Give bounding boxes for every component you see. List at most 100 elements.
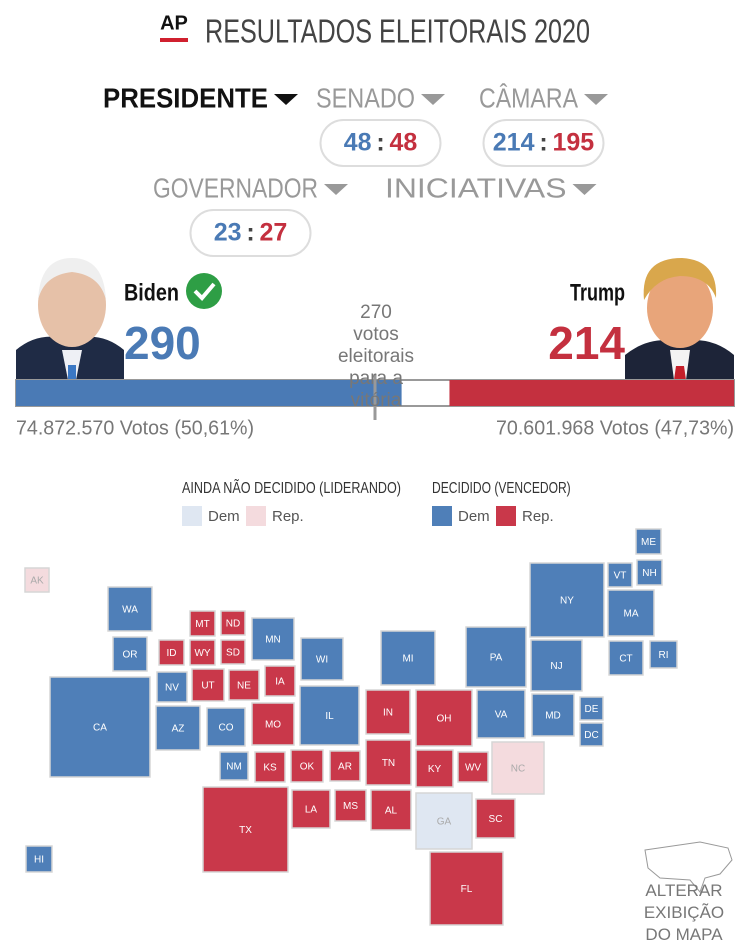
state-tile[interactable] — [219, 751, 249, 781]
state-tile[interactable] — [529, 562, 605, 638]
state-label: UT — [201, 681, 214, 692]
state-tile[interactable] — [415, 749, 454, 788]
state-label: MT — [195, 619, 209, 630]
state-tile[interactable] — [608, 640, 644, 676]
state-tile[interactable] — [415, 689, 473, 747]
state-tile[interactable] — [206, 707, 246, 747]
state-tile[interactable] — [530, 639, 583, 692]
legend-swatch — [246, 506, 266, 526]
state-tile[interactable] — [228, 669, 260, 701]
state-tile[interactable] — [290, 749, 324, 783]
separator: : — [246, 219, 254, 247]
map-icon — [644, 841, 733, 893]
state-tile[interactable] — [457, 751, 489, 783]
tab-label[interactable]: CÂMARA — [479, 82, 578, 113]
state-tile[interactable] — [251, 702, 295, 746]
popular-votes: 70.601.968 Votos (47,73%) — [496, 417, 734, 439]
state-tile[interactable] — [107, 586, 153, 632]
legend-swatch — [432, 506, 452, 526]
threshold-block: 270 votos eleitorais para a vitória — [326, 302, 426, 412]
state-tile[interactable] — [220, 639, 246, 665]
state-tile[interactable] — [531, 693, 575, 737]
state-tile[interactable] — [300, 637, 344, 681]
state-label: CT — [619, 654, 632, 665]
state-label: NV — [165, 683, 179, 694]
state-tile[interactable] — [365, 739, 412, 786]
state-label: OK — [300, 762, 315, 773]
state-tile[interactable] — [635, 528, 662, 555]
state-label: NM — [226, 762, 242, 773]
state-tile[interactable] — [156, 671, 188, 703]
legend-label: Rep. — [272, 508, 304, 525]
state-label: LA — [305, 805, 318, 816]
state-tile[interactable] — [112, 636, 148, 672]
legend-label: Dem — [208, 508, 240, 525]
state-tile[interactable] — [365, 689, 411, 735]
tab-arrow — [274, 94, 298, 105]
logo: AP — [160, 12, 188, 34]
state-label: IN — [383, 708, 393, 719]
tab-label[interactable]: SENADO — [316, 82, 415, 113]
state-tile[interactable] — [251, 617, 295, 661]
state-label: ME — [641, 537, 656, 548]
state-label: WV — [465, 763, 481, 774]
state-tile[interactable] — [189, 610, 216, 637]
state-label: RI — [659, 650, 669, 661]
tab-label[interactable]: INICIATIVAS — [385, 172, 567, 203]
state-label: WI — [316, 655, 328, 666]
state-label: MA — [624, 609, 639, 620]
state-tile[interactable] — [475, 798, 516, 839]
state-label: AL — [385, 806, 398, 817]
state-tile[interactable] — [380, 630, 436, 686]
state-label: WY — [194, 648, 210, 659]
tab-arrow — [572, 184, 597, 195]
state-tile[interactable] — [24, 567, 50, 593]
electoral-bar — [16, 380, 402, 406]
separator: : — [376, 129, 384, 157]
state-tile[interactable] — [220, 610, 246, 636]
popular-votes: 74.872.570 Votos (50,61%) — [16, 417, 254, 439]
state-tile[interactable] — [264, 665, 296, 697]
tab-label[interactable]: PRESIDENTE — [103, 82, 268, 113]
state-tile[interactable] — [649, 640, 678, 669]
state-tile[interactable] — [370, 789, 412, 831]
state-tile[interactable] — [254, 751, 286, 783]
state-tile[interactable] — [465, 626, 527, 688]
rep-count: 195 — [553, 129, 595, 157]
state-tile[interactable] — [158, 639, 185, 666]
state-tile[interactable] — [202, 786, 289, 873]
legend-label: Dem — [458, 508, 490, 525]
rep-count: 48 — [390, 129, 418, 157]
state-tile[interactable] — [291, 789, 331, 829]
map-toggle[interactable]: ALTERAR EXIBIÇÃO DO MAPA — [643, 881, 725, 942]
state-label: GA — [437, 817, 452, 828]
state-tile[interactable] — [579, 696, 604, 721]
state-tile[interactable] — [429, 851, 504, 926]
tab-arrow — [584, 94, 608, 105]
title: RESULTADOS ELEITORAIS 2020 — [205, 13, 590, 50]
state-tile[interactable] — [189, 639, 216, 666]
state-label: TX — [239, 825, 252, 836]
electoral-bar — [449, 380, 734, 406]
state-tile[interactable] — [49, 676, 151, 778]
state-tile[interactable] — [191, 668, 225, 702]
state-tile[interactable] — [155, 705, 201, 751]
state-label: DC — [584, 730, 598, 741]
state-tile[interactable] — [476, 689, 526, 739]
state-tile[interactable] — [299, 685, 360, 746]
candidate-name: Trump — [570, 279, 625, 306]
state-label: OH — [437, 714, 452, 725]
tab-label[interactable]: GOVERNADOR — [153, 172, 318, 203]
state-label: SC — [489, 814, 503, 825]
state-tile[interactable] — [334, 789, 367, 822]
state-tile[interactable] — [607, 589, 655, 637]
state-tile[interactable] — [607, 562, 633, 588]
legend-title: DECIDIDO (VENCEDOR) — [432, 480, 571, 497]
state-tile[interactable] — [491, 741, 545, 795]
state-tile[interactable] — [329, 750, 361, 782]
state-tile[interactable] — [636, 559, 663, 586]
state-tile[interactable] — [415, 792, 473, 850]
state-tile[interactable] — [579, 722, 604, 747]
state-tile[interactable] — [25, 845, 53, 873]
